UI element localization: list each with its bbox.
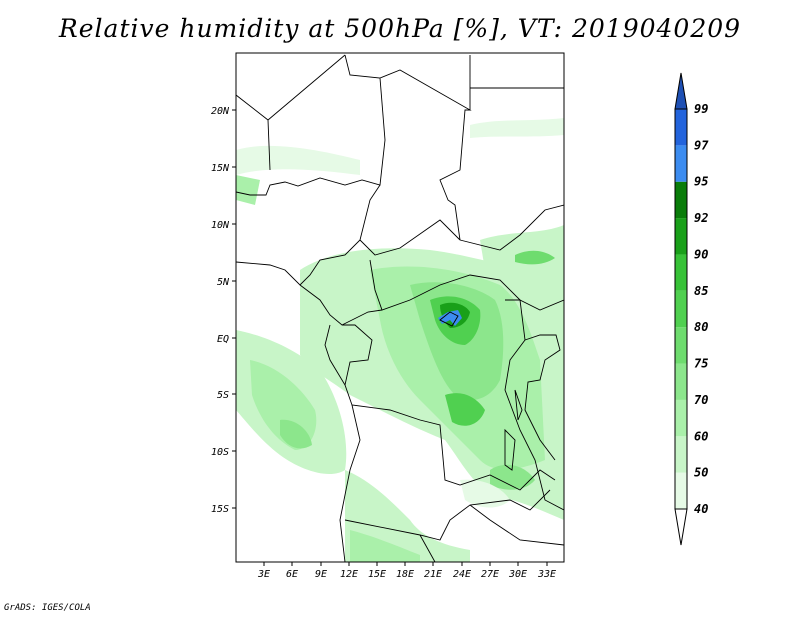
- colorbar-swatch: [675, 363, 687, 400]
- lon-tick-label: 24E: [453, 569, 471, 580]
- colorbar-level-label: 90: [694, 247, 708, 261]
- lon-tick-label: 18E: [396, 569, 414, 580]
- colorbar-swatch: [675, 399, 687, 437]
- lat-tick-label: 5S: [217, 390, 229, 401]
- longitude-axis: 3E 6E 9E 12E 15E 18E 21E 24E 27E 30E 33E: [257, 562, 556, 580]
- colorbar-top-triangle: [674, 72, 688, 110]
- lon-tick-label: 12E: [340, 569, 358, 580]
- colorbar-level-label: 80: [694, 320, 708, 334]
- lat-tick-label: 10S: [211, 447, 229, 458]
- lon-tick-label: 21E: [424, 569, 442, 580]
- lat-tick-label: 10N: [211, 220, 230, 231]
- colorbar-level-label: 40: [694, 502, 708, 516]
- lat-tick-label: 15N: [211, 163, 230, 174]
- latitude-axis: 20N 15N 10N 5N EQ 5S 10S 15S: [211, 106, 236, 515]
- colorbar-swatch: [675, 218, 687, 255]
- colorbar-swatch: [675, 145, 687, 182]
- colorbar-swatch: [675, 254, 687, 291]
- map-frame: [235, 52, 565, 563]
- colorbar-level-label: 97: [694, 138, 709, 152]
- lon-tick-label: 33E: [537, 569, 556, 580]
- lon-tick-label: 6E: [286, 569, 298, 580]
- country-borders: [236, 54, 564, 562]
- colorbar-level-label: 75: [694, 357, 708, 371]
- colorbar-level-label: 95: [694, 175, 708, 189]
- lat-tick-label: 15S: [211, 504, 229, 515]
- colorbar-level-label: 99: [694, 102, 708, 116]
- colorbar-level-label: 70: [694, 393, 708, 407]
- footer-credit: GrADS: IGES/COLA: [4, 603, 91, 613]
- colorbar-swatch: [675, 109, 687, 146]
- humidity-shading: [236, 53, 564, 562]
- colorbar-level-label: 85: [694, 284, 708, 298]
- colorbar-level-label: 50: [694, 466, 708, 480]
- colorbar-bottom-triangle: [674, 508, 688, 546]
- colorbar-swatch: [675, 436, 687, 473]
- lat-tick-label: EQ: [217, 334, 229, 345]
- lon-tick-label: 3E: [257, 569, 270, 580]
- lat-tick-label: 20N: [211, 106, 230, 117]
- colorbar-swatch: [675, 181, 687, 219]
- lat-tick-label: 5N: [217, 277, 230, 288]
- colorbar-level-label: 60: [694, 429, 708, 443]
- colorbar-swatch: [675, 472, 687, 509]
- lon-tick-label: 27E: [481, 569, 499, 580]
- colorbar: 40 50 60 70 75 80 85 90 92 95 97 99: [674, 72, 709, 546]
- lon-tick-label: 9E: [315, 569, 327, 580]
- map-title: Relative humidity at 500hPa [%], VT: 201…: [58, 14, 742, 43]
- lon-tick-label: 30E: [508, 569, 527, 580]
- lon-tick-label: 15E: [368, 569, 386, 580]
- colorbar-swatch: [675, 290, 687, 328]
- colorbar-swatch: [675, 327, 687, 364]
- colorbar-level-label: 92: [694, 211, 708, 225]
